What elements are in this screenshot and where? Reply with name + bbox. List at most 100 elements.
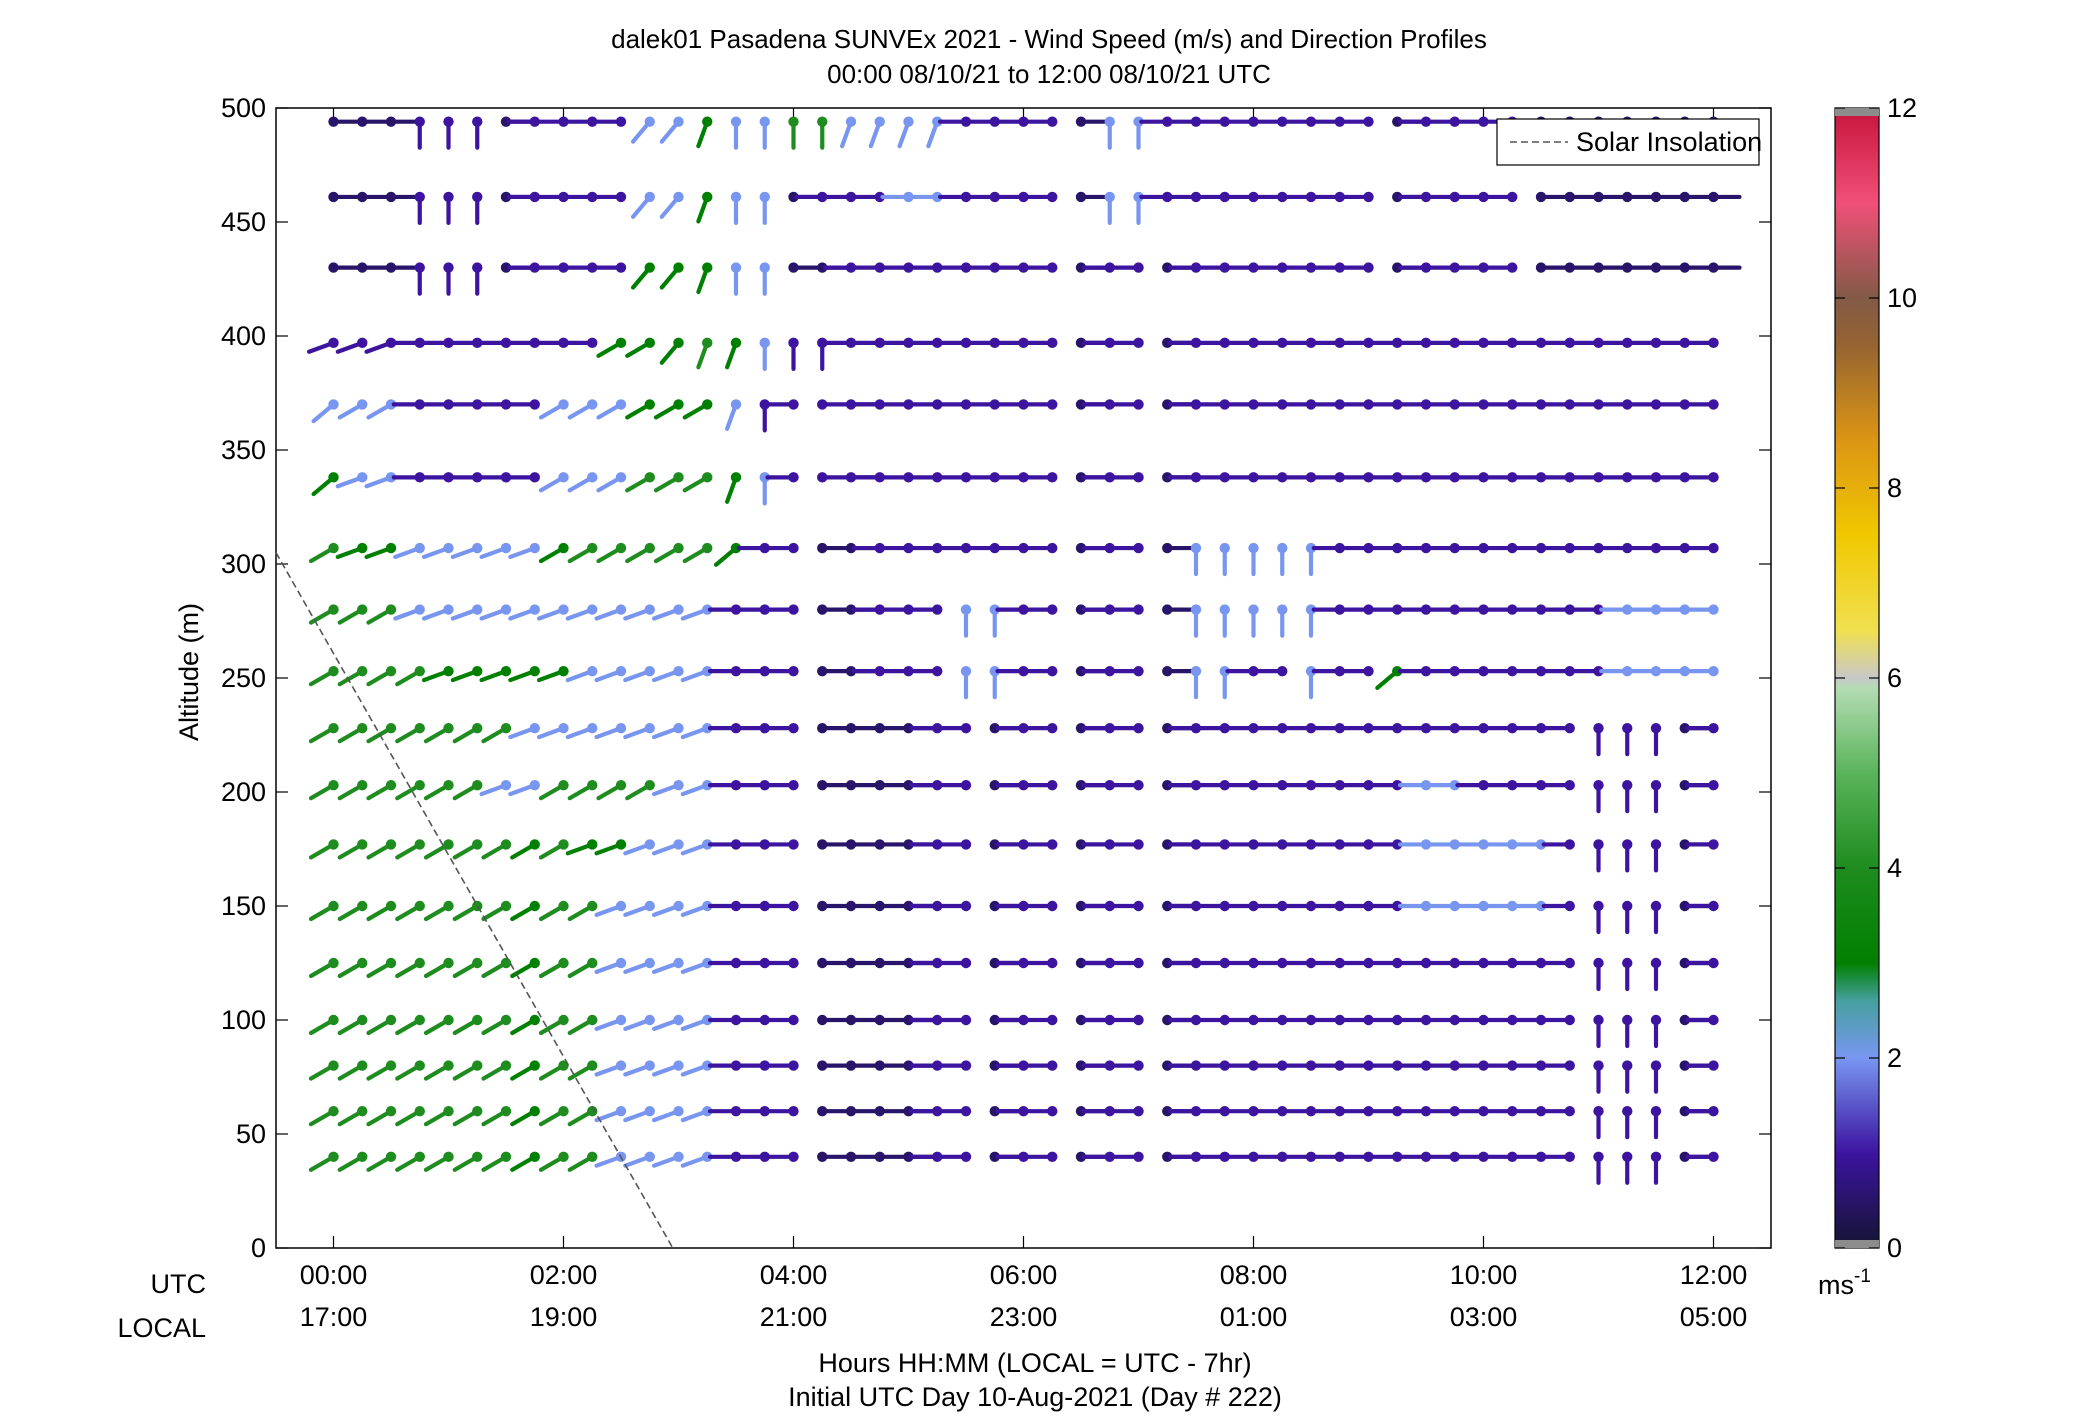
wind-barb-dot <box>644 262 655 273</box>
wind-barb-dot <box>1018 900 1029 912</box>
wind-barb-dot <box>932 472 943 483</box>
wind-barb-dot <box>1564 1151 1575 1163</box>
wind-barb-dot <box>1449 542 1460 554</box>
wind-barb-dot <box>414 779 425 791</box>
wind-barb-dot <box>385 191 397 203</box>
wind-barb-dot <box>357 399 368 410</box>
wind-barb-dot <box>1708 399 1719 410</box>
wind-barb-dot <box>587 1014 598 1026</box>
wind-barb-dot <box>472 665 483 677</box>
wind-barb-dot <box>1190 604 1202 615</box>
wind-barb-dot <box>1334 116 1345 127</box>
wind-barb-dot <box>357 779 368 791</box>
wind-barb-dot <box>1219 1151 1230 1163</box>
wind-barb-dot <box>759 1060 770 1071</box>
wind-barb-dot <box>960 604 972 615</box>
wind-barb-dot <box>500 900 512 912</box>
wind-barb-dot <box>702 957 713 969</box>
wind-barb-dot <box>1392 722 1403 734</box>
wind-barb-dot <box>472 191 483 203</box>
wind-barb-dot <box>730 116 742 127</box>
wind-barb-dot <box>1334 337 1345 349</box>
wind-barb-dot <box>874 665 885 677</box>
wind-barb-dot <box>702 779 713 791</box>
wind-barb-dot <box>472 957 483 969</box>
wind-barb-dot <box>1478 957 1489 969</box>
wind-barb-dot <box>1277 779 1288 791</box>
wind-barb-dot <box>443 191 454 203</box>
wind-barb-dot <box>558 1060 569 1071</box>
wind-barb-dot <box>1305 191 1317 203</box>
wind-barb-dot <box>1679 779 1690 791</box>
wind-barb-dot <box>472 337 483 349</box>
wind-barb-dot <box>1305 722 1317 734</box>
wind-barb-dot <box>529 1060 540 1071</box>
wind-barb-dot <box>1593 1151 1604 1163</box>
wind-barb-dot <box>1708 337 1719 349</box>
wind-barb-dot <box>529 262 540 273</box>
wind-barb-dot <box>558 116 569 127</box>
wind-barb-dot <box>414 839 425 850</box>
colorbar-tick-label: 12 <box>1887 93 1917 123</box>
wind-barb-dot <box>414 262 425 273</box>
wind-barb-dot <box>529 1014 540 1026</box>
wind-barb-dot <box>1133 1106 1144 1117</box>
wind-barb-dot <box>1219 900 1230 912</box>
wind-barb-dot <box>1190 1060 1202 1071</box>
wind-barb-dot <box>414 1106 425 1117</box>
wind-barb-dot <box>932 542 943 554</box>
wind-barb-dot <box>845 116 857 127</box>
wind-barb-dot <box>1277 472 1288 483</box>
wind-barb-dot <box>817 957 828 969</box>
wind-barb-dot <box>1219 957 1230 969</box>
wind-barb-dot <box>1162 1151 1173 1163</box>
colorbar-tick-label: 4 <box>1887 853 1902 883</box>
wind-barb-dot <box>558 191 569 203</box>
wind-barb-dot <box>1392 1106 1403 1117</box>
wind-barb-dot <box>328 1106 339 1117</box>
wind-barb-dot <box>1392 472 1403 483</box>
wind-barb-dot <box>960 1151 972 1163</box>
wind-barb-dot <box>1162 604 1173 615</box>
wind-barb-dot <box>1708 472 1719 483</box>
wind-barb-dot <box>529 191 540 203</box>
wind-barb-dot <box>1133 957 1144 969</box>
wind-barb-dot <box>673 1014 684 1026</box>
wind-barb-dot <box>1650 337 1662 349</box>
wind-barb-dot <box>673 900 684 912</box>
wind-barb-dot <box>903 1106 914 1117</box>
wind-barb-dot <box>1708 1014 1719 1026</box>
wind-barb-dot <box>788 1106 799 1117</box>
wind-barb-dot <box>730 399 742 410</box>
wind-barb-dot <box>1593 604 1604 615</box>
wind-barb-dot <box>1478 542 1489 554</box>
wind-barb-dot <box>1679 957 1690 969</box>
wind-barb-dot <box>788 399 799 410</box>
wind-barb-dot <box>1219 116 1230 127</box>
wind-barb-dot <box>1708 1060 1719 1071</box>
wind-barb-dot <box>1449 1060 1460 1071</box>
wind-barb-dot <box>615 399 627 410</box>
wind-barb-dot <box>1507 779 1518 791</box>
wind-barbs <box>306 116 1742 1185</box>
wind-barb-dot <box>1075 665 1087 677</box>
wind-barb-dot <box>357 262 368 273</box>
wind-barb-dot <box>385 1151 397 1163</box>
wind-barb-dot <box>702 399 713 410</box>
wind-barb-dot <box>1104 191 1115 203</box>
wind-barb-dot <box>328 1014 339 1026</box>
wind-barb-dot <box>1190 399 1202 410</box>
wind-barb-dot <box>1104 957 1115 969</box>
wind-barb-dot <box>960 1060 972 1071</box>
wind-barb-dot <box>1133 665 1144 677</box>
wind-barb-dot <box>1363 957 1374 969</box>
wind-barb-dot <box>903 1060 914 1071</box>
wind-barb-dot <box>1162 262 1173 273</box>
wind-barb-dot <box>1650 665 1662 677</box>
wind-barb-dot <box>1564 839 1575 850</box>
wind-barb-dot <box>385 722 397 734</box>
wind-barb-dot <box>644 191 655 203</box>
wind-barb-dot <box>1075 191 1087 203</box>
wind-barb-dot <box>1104 262 1115 273</box>
wind-barb-dot <box>1133 1151 1144 1163</box>
